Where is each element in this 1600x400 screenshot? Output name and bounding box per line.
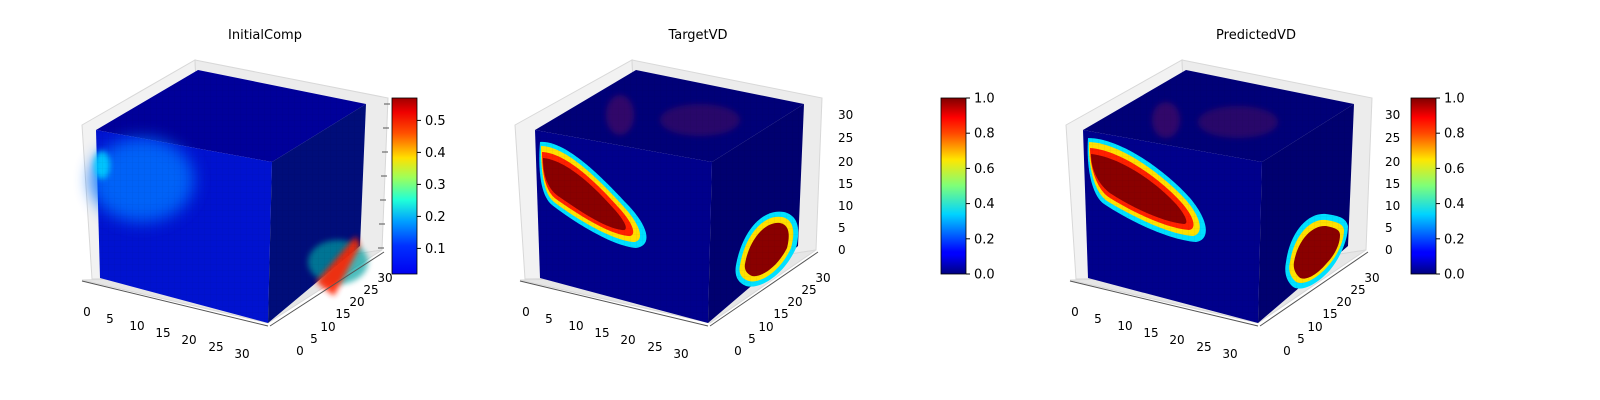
z-tick-label: 25 [1385, 131, 1400, 145]
colorbar-tick-label: 0.8 [1444, 127, 1465, 142]
x-tick-label: 0 [1071, 305, 1079, 319]
x-tick-label: 25 [1196, 340, 1211, 354]
colorbar-tick-label: 0.2 [974, 232, 995, 247]
z-tick-label: 0 [838, 243, 846, 257]
x-axis: 0 5 10 15 20 25 30 [519, 280, 709, 361]
panel-target-vd: TargetVD 0 5 10 15 [514, 28, 995, 361]
colorbar: 0.0 0.2 0.4 0.6 0.8 1.0 [1410, 92, 1465, 283]
y-tick-label: 0 [1283, 344, 1291, 358]
chart-title: TargetVD [667, 28, 727, 43]
panel-initial-comp: InitialComp 0 5 10 15 20 25 30 [81, 28, 446, 361]
x-tick-label: 10 [1117, 319, 1132, 333]
colorbar-tick-label: 1.0 [974, 92, 995, 107]
z-axis [378, 103, 390, 249]
x-tick-label: 20 [181, 333, 196, 347]
z-tick-label: 20 [1385, 155, 1400, 169]
y-tick-label: 25 [801, 283, 816, 297]
x-tick-label: 30 [1222, 347, 1237, 361]
x-tick-label: 10 [129, 319, 144, 333]
colorbar-tick-label: 0.0 [1444, 268, 1465, 283]
y-tick-label: 10 [1307, 320, 1322, 334]
z-tick-label: 5 [1385, 221, 1393, 235]
z-tick-label: 5 [838, 221, 846, 235]
z-tick-label: 25 [838, 131, 853, 145]
x-tick-label: 5 [545, 312, 553, 326]
colorbar: 0.0 0.2 0.4 0.6 0.8 1.0 [940, 92, 995, 283]
z-axis: 0 5 10 15 20 25 30 [1385, 108, 1400, 257]
colorbar-tick-label: 0.3 [425, 178, 446, 193]
z-tick-label: 30 [1385, 108, 1400, 122]
chart-title: InitialComp [228, 28, 302, 43]
y-tick-label: 15 [773, 307, 788, 321]
colorbar-tick-label: 0.8 [974, 127, 995, 142]
x-tick-label: 30 [234, 347, 249, 361]
colorbar-tick-label: 0.4 [425, 146, 446, 161]
x-tick-label: 5 [1094, 312, 1102, 326]
y-tick-label: 5 [310, 332, 318, 346]
colorbar-tick-label: 1.0 [1444, 92, 1465, 107]
z-tick-label: 15 [1385, 177, 1400, 191]
x-tick-label: 15 [1143, 326, 1158, 340]
panel-predicted-vd: PredictedVD 0 5 10 15 [1065, 28, 1465, 361]
colorbar-tick-label: 0.4 [974, 197, 995, 212]
x-tick-label: 20 [1169, 333, 1184, 347]
x-tick-label: 30 [673, 347, 688, 361]
y-tick-label: 10 [320, 320, 335, 334]
z-tick-label: 0 [1385, 243, 1393, 257]
z-axis: 0 5 10 15 20 25 30 [838, 108, 853, 257]
y-tick-label: 5 [1297, 332, 1305, 346]
colorbar-tick-label: 0.1 [425, 242, 446, 257]
y-tick-label: 30 [377, 271, 392, 285]
z-tick-label: 30 [838, 108, 853, 122]
z-tick-label: 10 [838, 199, 853, 213]
x-axis: 0 5 10 15 20 25 30 [1069, 280, 1259, 361]
y-tick-label: 15 [335, 307, 350, 321]
y-tick-label: 20 [1336, 295, 1351, 309]
x-axis: 0 5 10 15 20 25 30 [81, 280, 269, 361]
z-tick-label: 15 [838, 177, 853, 191]
y-axis: 0 5 10 15 20 25 30 [269, 251, 393, 358]
y-tick-label: 5 [748, 332, 756, 346]
x-tick-label: 20 [620, 333, 635, 347]
x-tick-label: 0 [522, 305, 530, 319]
z-tick-label: 10 [1385, 199, 1400, 213]
y-tick-label: 25 [1350, 283, 1365, 297]
y-tick-label: 30 [1364, 271, 1379, 285]
colorbar-tick-label: 0.6 [1444, 162, 1465, 177]
x-tick-label: 5 [106, 312, 114, 326]
colorbar-tick-label: 0.2 [425, 210, 446, 225]
colorbar-tick-label: 0.0 [974, 268, 995, 283]
x-tick-label: 0 [83, 305, 91, 319]
y-tick-label: 0 [296, 344, 304, 358]
chart-title: PredictedVD [1216, 28, 1296, 43]
colorbar-tick-label: 0.6 [974, 162, 995, 177]
y-tick-label: 20 [349, 295, 364, 309]
y-tick-label: 20 [787, 295, 802, 309]
z-tick-label: 20 [838, 155, 853, 169]
y-axis: 0 5 10 15 20 25 30 [1259, 251, 1380, 358]
y-tick-label: 30 [815, 271, 830, 285]
colorbar-tick-label: 0.4 [1444, 197, 1465, 212]
x-tick-label: 15 [594, 326, 609, 340]
x-tick-label: 25 [208, 340, 223, 354]
y-tick-label: 0 [734, 344, 742, 358]
x-tick-label: 10 [568, 319, 583, 333]
colorbar-tick-label: 0.2 [1444, 232, 1465, 247]
y-tick-label: 25 [363, 283, 378, 297]
y-tick-label: 15 [1322, 307, 1337, 321]
y-axis: 0 5 10 15 20 25 30 [709, 251, 831, 358]
x-tick-label: 25 [647, 340, 662, 354]
y-tick-label: 10 [758, 320, 773, 334]
x-tick-label: 15 [155, 326, 170, 340]
colorbar-tick-label: 0.5 [425, 114, 446, 129]
colorbar: 0.1 0.2 0.3 0.4 0.5 [391, 97, 446, 275]
